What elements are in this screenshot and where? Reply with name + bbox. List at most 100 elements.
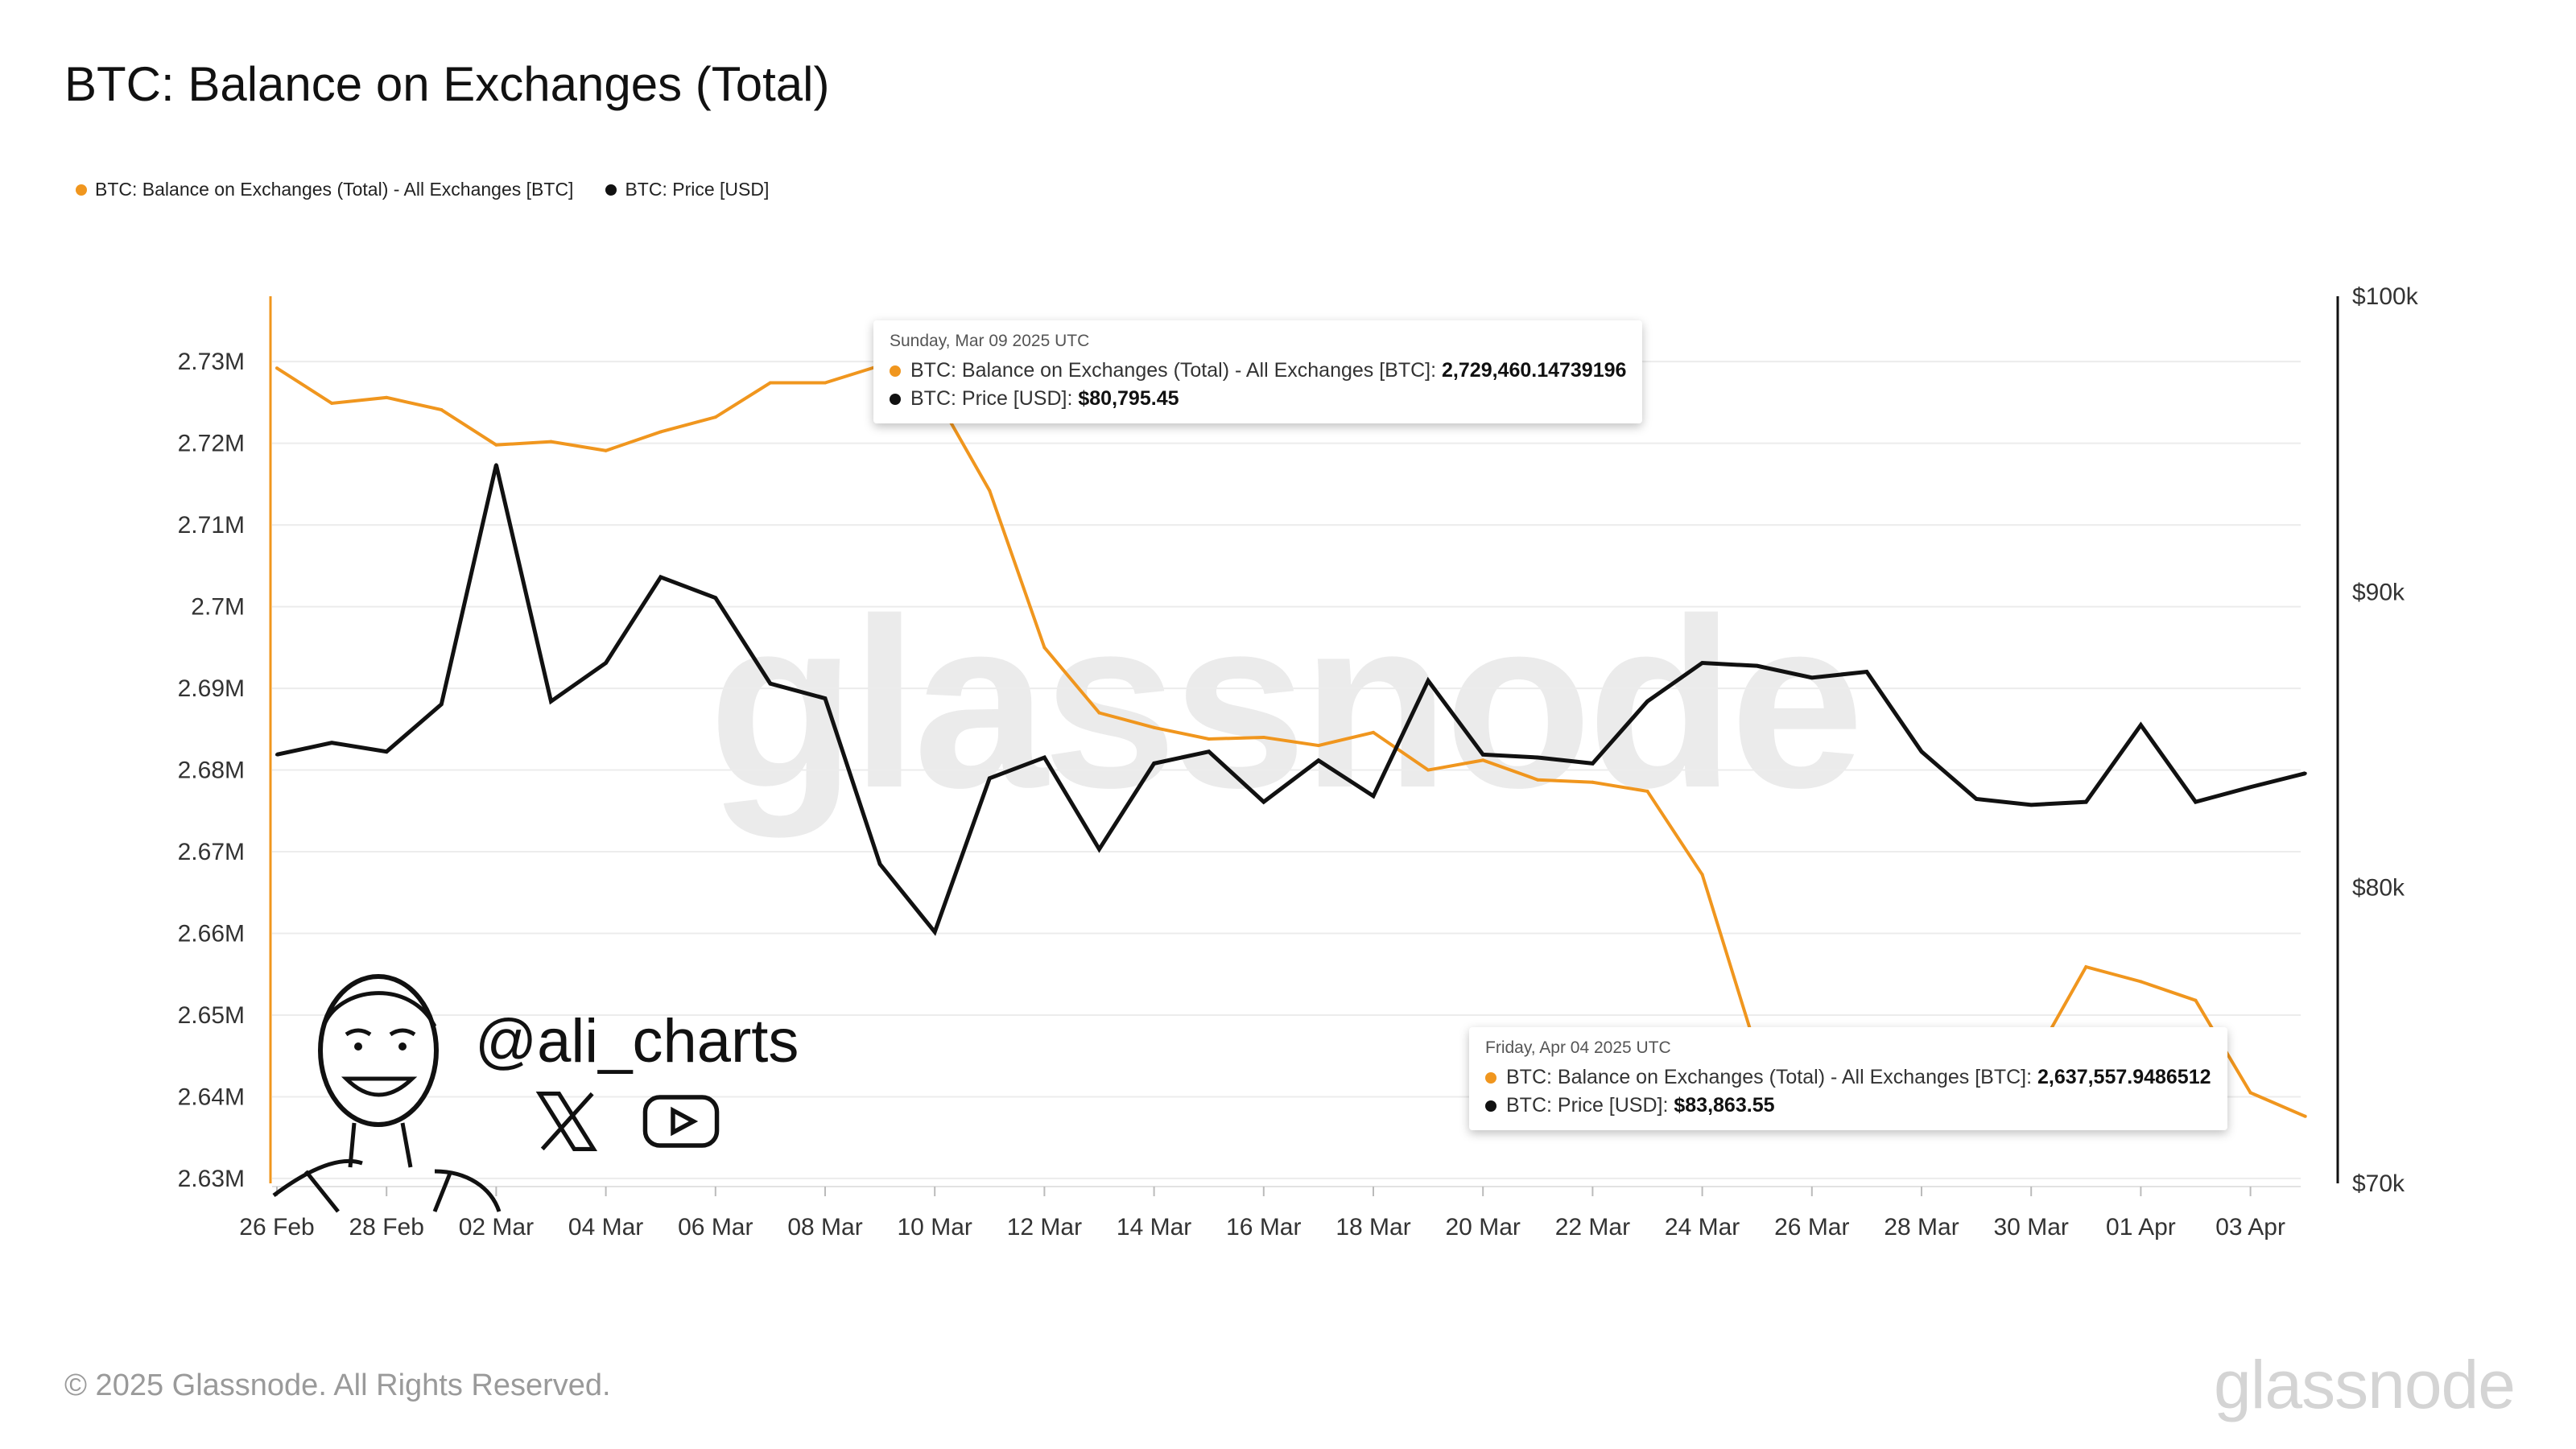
balance-point xyxy=(604,448,608,452)
tooltip-price-value: $80,795.45 xyxy=(1078,387,1179,410)
balance-point xyxy=(1207,737,1211,741)
legend-dot-price xyxy=(605,184,617,196)
y-left-tick-label: 2.66M xyxy=(178,920,245,947)
x-tick-label: 02 Mar xyxy=(459,1214,534,1241)
price-point xyxy=(2139,723,2143,727)
legend-dot-balance xyxy=(76,184,87,196)
tooltip-price-label: BTC: Price [USD]: xyxy=(1506,1094,1674,1117)
balance-point xyxy=(768,381,772,385)
x-tick-label: 16 Mar xyxy=(1226,1214,1301,1241)
price-point xyxy=(1372,794,1375,798)
x-tick-label: 20 Mar xyxy=(1446,1214,1521,1241)
balance-point xyxy=(494,443,498,447)
legend-item-price[interactable]: BTC: Price [USD] xyxy=(605,179,769,200)
y-left-tick-label: 2.67M xyxy=(178,839,245,865)
y-right-tick-label: $100k xyxy=(2352,283,2419,310)
price-point xyxy=(1481,753,1485,757)
balance-point xyxy=(988,489,992,493)
balance-point xyxy=(385,395,389,399)
balance-point xyxy=(2084,965,2088,969)
avatar-illustration xyxy=(272,974,502,1213)
balance-point xyxy=(1645,789,1649,793)
tooltip-row-balance: BTC: Balance on Exchanges (Total) - All … xyxy=(890,359,1626,382)
tooltip-dot-balance xyxy=(1485,1071,1496,1084)
balance-point xyxy=(1042,646,1046,650)
price-point xyxy=(2084,800,2088,804)
price-point xyxy=(1645,700,1649,704)
x-tick-label: 08 Mar xyxy=(787,1214,862,1241)
price-point xyxy=(2248,785,2252,789)
glassnode-logo: glassnode xyxy=(2214,1347,2516,1422)
youtube-icon[interactable] xyxy=(641,1087,721,1156)
tooltip-balance-label: BTC: Balance on Exchanges (Total) - All … xyxy=(910,359,1443,382)
y-left-tick-label: 2.65M xyxy=(178,1002,245,1029)
legend-label-price: BTC: Price [USD] xyxy=(625,179,770,200)
x-tick-label: 24 Mar xyxy=(1665,1214,1740,1241)
y-right-tick-label: $80k xyxy=(2352,875,2405,902)
legend: BTC: Balance on Exchanges (Total) - All … xyxy=(76,179,769,200)
balance-point xyxy=(1097,711,1101,715)
balance-point xyxy=(1700,873,1704,877)
price-point xyxy=(1975,797,1979,801)
balance-point xyxy=(824,381,827,385)
price-point xyxy=(1426,679,1430,683)
tooltip-balance-value: 2,729,460.14739196 xyxy=(1442,359,1627,382)
price-point xyxy=(1207,749,1211,753)
price-point xyxy=(658,575,663,579)
grid-lines xyxy=(269,296,2301,1183)
price-point xyxy=(713,596,717,600)
price-point xyxy=(1097,847,1101,851)
price-point xyxy=(1042,756,1046,760)
glassnode-watermark: glassnode xyxy=(708,568,1864,838)
price-point xyxy=(1700,661,1704,665)
balance-point xyxy=(1591,780,1595,784)
price-point xyxy=(385,749,389,753)
price-point xyxy=(604,661,608,665)
x-logo-icon[interactable] xyxy=(531,1087,601,1156)
price-point xyxy=(824,696,827,700)
axes: 2.63M 2.64M 2.65M 2.66M 2.67M 2.68M 2.69M 2.7M 2… xyxy=(178,283,2419,1241)
x-tick-label: 14 Mar xyxy=(1117,1214,1191,1241)
balance-point xyxy=(275,366,279,370)
y-left-tick-label: 2.7M xyxy=(191,594,245,621)
tooltip-dot-price xyxy=(1485,1100,1496,1112)
x-tick-label: 28 Mar xyxy=(1884,1214,1959,1241)
author-handle: @ali_charts xyxy=(475,1007,799,1075)
balance-point xyxy=(1261,735,1265,739)
y-left-tick-label: 2.63M xyxy=(178,1166,245,1192)
price-point xyxy=(1316,758,1320,762)
balance-point xyxy=(1426,768,1430,772)
balance-point xyxy=(2303,1114,2307,1118)
balance-point xyxy=(549,440,553,444)
legend-item-balance[interactable]: BTC: Balance on Exchanges (Total) - All … xyxy=(76,179,573,200)
social-icons xyxy=(531,1087,721,1156)
price-point xyxy=(440,702,444,706)
tooltip-dot-price xyxy=(890,393,901,405)
tooltip-price-label: BTC: Price [USD]: xyxy=(910,387,1079,410)
y-left-tick-label: 2.68M xyxy=(178,758,245,784)
balance-point xyxy=(1536,778,1540,782)
price-point xyxy=(768,682,772,686)
y-left-tick-label: 2.71M xyxy=(178,512,245,539)
x-tick-label: 04 Mar xyxy=(568,1214,643,1241)
price-point xyxy=(933,930,937,934)
tooltip-dot-balance xyxy=(890,365,901,377)
balance-point xyxy=(330,401,334,405)
price-point xyxy=(1810,675,1814,679)
price-point xyxy=(1536,756,1540,760)
tooltip-row-balance: BTC: Balance on Exchanges (Total) - All … xyxy=(1485,1066,2211,1089)
price-point xyxy=(878,862,882,866)
price-point xyxy=(2194,800,2198,804)
copyright-text: © 2025 Glassnode. All Rights Reserved. xyxy=(64,1368,611,1402)
balance-series-line xyxy=(275,364,2306,1118)
x-tick-label: 01 Apr xyxy=(2106,1214,2176,1241)
tooltip-date: Friday, Apr 04 2025 UTC xyxy=(1485,1038,1671,1057)
tooltip-date: Sunday, Mar 09 2025 UTC xyxy=(890,332,1090,350)
y-left-tick-label: 2.64M xyxy=(178,1084,245,1110)
tooltip-balance-value: 2,637,557.9486512 xyxy=(2037,1066,2211,1088)
price-point xyxy=(1591,762,1595,766)
tooltip-mar-09: Sunday, Mar 09 2025 UTC BTC: Balance on … xyxy=(873,320,1643,423)
balance-point xyxy=(1316,744,1320,748)
balance-point xyxy=(1152,725,1156,729)
